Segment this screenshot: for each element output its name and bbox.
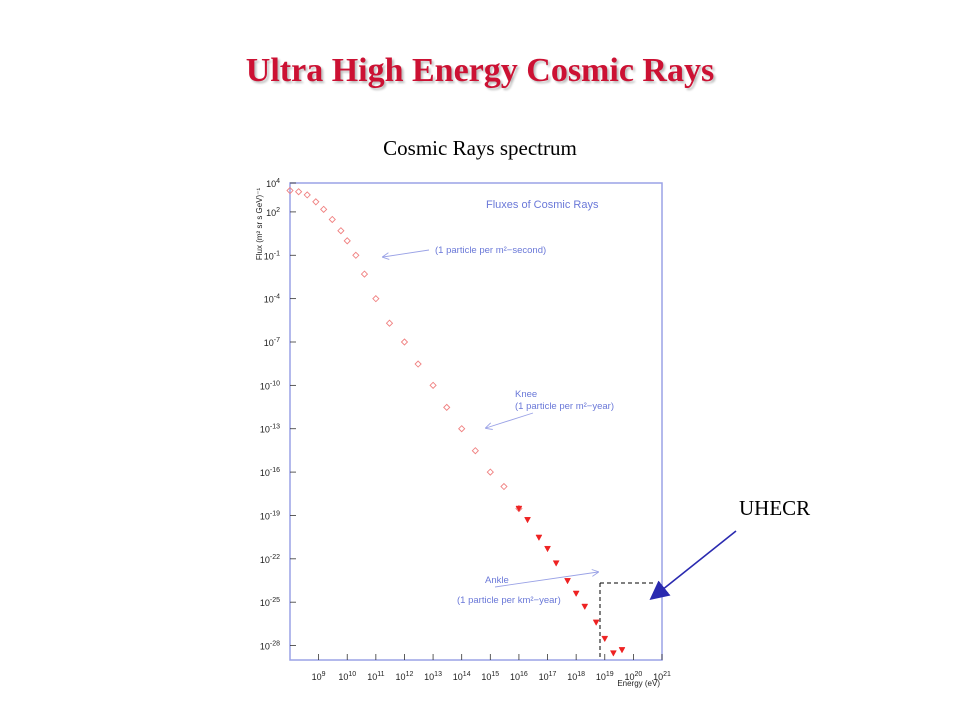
data-point-diamond bbox=[312, 198, 320, 206]
annotation-text: (1 particle per km²−year) bbox=[457, 595, 561, 606]
x-tick-label: 1017 bbox=[539, 671, 557, 682]
x-tick-label: 1015 bbox=[481, 671, 499, 682]
y-tick-label: 104 bbox=[266, 178, 280, 189]
y-tick-label: 10-19 bbox=[260, 510, 280, 521]
chart-title: Fluxes of Cosmic Rays bbox=[486, 199, 599, 211]
data-point-diamond bbox=[486, 468, 494, 476]
x-tick-label: 1014 bbox=[453, 671, 471, 682]
data-point-triangle bbox=[552, 560, 560, 567]
data-point-diamond bbox=[471, 447, 479, 455]
y-tick-label: 10-1 bbox=[264, 250, 280, 261]
x-tick-label: 1011 bbox=[367, 671, 384, 682]
y-tick-label: 10-4 bbox=[264, 294, 280, 305]
y-tick-label: 10-16 bbox=[260, 467, 280, 478]
y-tick-label: 10-10 bbox=[260, 380, 280, 391]
data-point-diamond bbox=[360, 270, 369, 278]
data-point-diamond bbox=[320, 205, 328, 214]
y-tick-label: 10-22 bbox=[260, 554, 280, 565]
data-point-triangle bbox=[581, 603, 589, 611]
annotation-arrow bbox=[383, 249, 430, 257]
data-point-diamond bbox=[303, 191, 311, 199]
data-point-triangle bbox=[592, 619, 600, 626]
data-point-triangle bbox=[572, 590, 580, 598]
data-point-triangle bbox=[618, 647, 626, 654]
x-tick-label: 1012 bbox=[396, 671, 414, 682]
x-tick-label: 1016 bbox=[510, 671, 528, 682]
data-point-diamond bbox=[443, 403, 451, 412]
data-point-triangle bbox=[544, 545, 551, 553]
annotation-text: (1 particle per m²−year) bbox=[515, 401, 614, 412]
x-tick-label: 1020 bbox=[624, 671, 642, 682]
uhecr-label: UHECR bbox=[739, 496, 811, 520]
data-point-triangle bbox=[524, 517, 531, 524]
x-tick-label: 1013 bbox=[424, 671, 442, 682]
annotation-text: Knee bbox=[515, 389, 537, 400]
data-point-triangle bbox=[609, 650, 617, 657]
x-tick-label: 1019 bbox=[596, 671, 614, 682]
data-point-diamond bbox=[286, 186, 294, 195]
data-point-diamond bbox=[337, 227, 345, 235]
x-tick-label: 109 bbox=[312, 671, 326, 682]
data-point-diamond bbox=[429, 381, 437, 390]
x-axis-label: Energy (eV) bbox=[617, 679, 660, 688]
data-point-diamond bbox=[414, 360, 422, 368]
y-tick-label: 102 bbox=[266, 207, 280, 218]
y-tick-label: 10-13 bbox=[260, 424, 280, 435]
annotation-arrow bbox=[494, 572, 598, 588]
y-tick-label: 10-25 bbox=[260, 597, 280, 608]
x-tick-label: 1018 bbox=[567, 671, 585, 682]
uhecr-arrow bbox=[649, 530, 737, 600]
plot-frame bbox=[289, 182, 663, 661]
annotation-text: (1 particle per m²−second) bbox=[435, 245, 546, 256]
data-point-triangle bbox=[515, 505, 523, 513]
chart-caption: Cosmic Rays spectrum bbox=[383, 136, 577, 160]
data-point-diamond bbox=[294, 188, 303, 196]
annotation-arrow bbox=[486, 412, 534, 428]
data-point-diamond bbox=[372, 294, 380, 303]
data-point-triangle bbox=[601, 635, 609, 643]
data-point-diamond bbox=[500, 482, 508, 491]
slide-title: Ultra High Energy Cosmic Rays bbox=[245, 52, 715, 89]
x-tick-label: 1021 bbox=[653, 671, 671, 682]
annotation-text: Ankle bbox=[485, 575, 509, 586]
x-tick-label: 1010 bbox=[338, 671, 356, 682]
data-point-diamond bbox=[400, 338, 409, 346]
data-point-diamond bbox=[352, 251, 360, 259]
data-point-triangle bbox=[564, 578, 571, 585]
data-point-diamond bbox=[385, 319, 394, 327]
data-point-diamond bbox=[328, 215, 336, 224]
y-tick-label: 10-28 bbox=[260, 641, 280, 652]
data-point-diamond bbox=[458, 425, 466, 433]
data-point-diamond bbox=[343, 237, 351, 245]
y-axis-label: Flux (m² sr s GeV)⁻¹ bbox=[255, 188, 264, 261]
data-point-triangle bbox=[535, 534, 543, 541]
y-tick-label: 10-7 bbox=[264, 337, 280, 348]
